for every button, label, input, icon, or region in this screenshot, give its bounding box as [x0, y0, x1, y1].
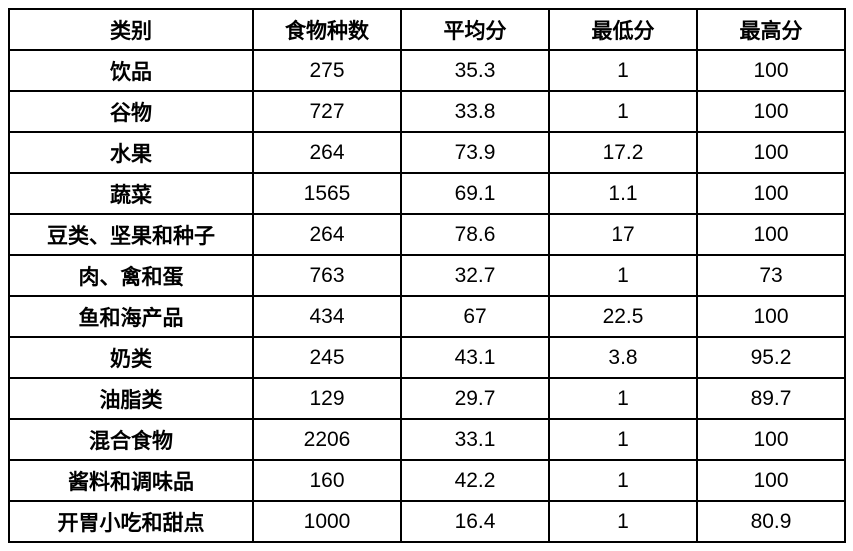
cell-value: 78.6: [401, 214, 549, 255]
cell-value: 1565: [253, 173, 401, 214]
cell-value: 1: [549, 91, 697, 132]
table-row: 肉、禽和蛋76332.7173: [9, 255, 845, 296]
cell-value: 3.8: [549, 337, 697, 378]
cell-value: 32.7: [401, 255, 549, 296]
cell-value: 33.8: [401, 91, 549, 132]
cell-value: 1000: [253, 501, 401, 542]
food-score-table: 类别 食物种数 平均分 最低分 最高分 饮品27535.31100谷物72733…: [8, 8, 846, 543]
cell-value: 100: [697, 214, 845, 255]
cell-value: 67: [401, 296, 549, 337]
cell-value: 2206: [253, 419, 401, 460]
cell-category: 油脂类: [9, 378, 253, 419]
cell-category: 奶类: [9, 337, 253, 378]
cell-value: 763: [253, 255, 401, 296]
cell-category: 谷物: [9, 91, 253, 132]
col-header-category: 类别: [9, 9, 253, 50]
cell-value: 17: [549, 214, 697, 255]
col-header-min: 最低分: [549, 9, 697, 50]
cell-category: 水果: [9, 132, 253, 173]
cell-category: 混合食物: [9, 419, 253, 460]
table-row: 混合食物220633.11100: [9, 419, 845, 460]
cell-value: 35.3: [401, 50, 549, 91]
table-header-row: 类别 食物种数 平均分 最低分 最高分: [9, 9, 845, 50]
col-header-max: 最高分: [697, 9, 845, 50]
cell-value: 264: [253, 132, 401, 173]
cell-value: 100: [697, 419, 845, 460]
cell-value: 100: [697, 296, 845, 337]
cell-value: 80.9: [697, 501, 845, 542]
cell-value: 1: [549, 419, 697, 460]
cell-value: 73.9: [401, 132, 549, 173]
cell-category: 开胃小吃和甜点: [9, 501, 253, 542]
cell-value: 95.2: [697, 337, 845, 378]
cell-value: 1.1: [549, 173, 697, 214]
cell-value: 69.1: [401, 173, 549, 214]
table-row: 谷物72733.81100: [9, 91, 845, 132]
col-header-avg: 平均分: [401, 9, 549, 50]
table-body: 饮品27535.31100谷物72733.81100水果26473.917.21…: [9, 50, 845, 542]
cell-value: 264: [253, 214, 401, 255]
table-row: 开胃小吃和甜点100016.4180.9: [9, 501, 845, 542]
cell-value: 89.7: [697, 378, 845, 419]
cell-value: 22.5: [549, 296, 697, 337]
table-row: 奶类24543.13.895.2: [9, 337, 845, 378]
table-row: 酱料和调味品16042.21100: [9, 460, 845, 501]
table-row: 蔬菜156569.11.1100: [9, 173, 845, 214]
cell-value: 16.4: [401, 501, 549, 542]
cell-value: 1: [549, 255, 697, 296]
cell-value: 100: [697, 460, 845, 501]
cell-value: 1: [549, 460, 697, 501]
cell-value: 73: [697, 255, 845, 296]
cell-value: 245: [253, 337, 401, 378]
cell-category: 酱料和调味品: [9, 460, 253, 501]
table-row: 鱼和海产品4346722.5100: [9, 296, 845, 337]
table-row: 饮品27535.31100: [9, 50, 845, 91]
cell-value: 100: [697, 173, 845, 214]
cell-value: 1: [549, 50, 697, 91]
cell-category: 饮品: [9, 50, 253, 91]
cell-category: 豆类、坚果和种子: [9, 214, 253, 255]
cell-value: 100: [697, 91, 845, 132]
cell-value: 17.2: [549, 132, 697, 173]
cell-value: 727: [253, 91, 401, 132]
col-header-count: 食物种数: [253, 9, 401, 50]
cell-category: 肉、禽和蛋: [9, 255, 253, 296]
cell-value: 160: [253, 460, 401, 501]
cell-value: 43.1: [401, 337, 549, 378]
cell-value: 42.2: [401, 460, 549, 501]
cell-value: 1: [549, 501, 697, 542]
table-row: 水果26473.917.2100: [9, 132, 845, 173]
cell-value: 129: [253, 378, 401, 419]
cell-value: 1: [549, 378, 697, 419]
cell-value: 33.1: [401, 419, 549, 460]
table-row: 油脂类12929.7189.7: [9, 378, 845, 419]
table-row: 豆类、坚果和种子26478.617100: [9, 214, 845, 255]
cell-value: 100: [697, 50, 845, 91]
cell-value: 100: [697, 132, 845, 173]
cell-category: 蔬菜: [9, 173, 253, 214]
cell-category: 鱼和海产品: [9, 296, 253, 337]
cell-value: 29.7: [401, 378, 549, 419]
cell-value: 434: [253, 296, 401, 337]
cell-value: 275: [253, 50, 401, 91]
